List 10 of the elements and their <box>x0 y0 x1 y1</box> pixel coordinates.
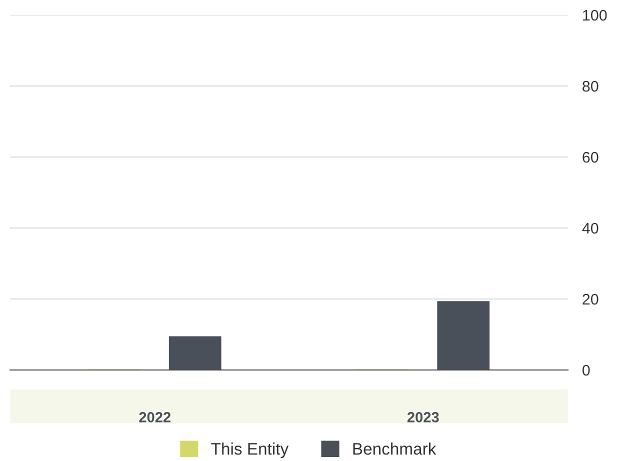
y-tick-label: 20 <box>582 294 598 305</box>
y-tick-label: 0 <box>582 364 590 376</box>
legend-label: This Entity <box>211 442 289 458</box>
y-tick-label: 60 <box>582 152 598 163</box>
x-tick-label: 2022 <box>139 412 171 422</box>
y-tick-label: 100 <box>583 10 607 21</box>
legend-label: Benchmark <box>353 442 436 455</box>
x-tick-label: 2023 <box>407 412 439 422</box>
y-tick-label: 40 <box>582 222 598 234</box>
y-tick-label: 80 <box>582 80 598 92</box>
